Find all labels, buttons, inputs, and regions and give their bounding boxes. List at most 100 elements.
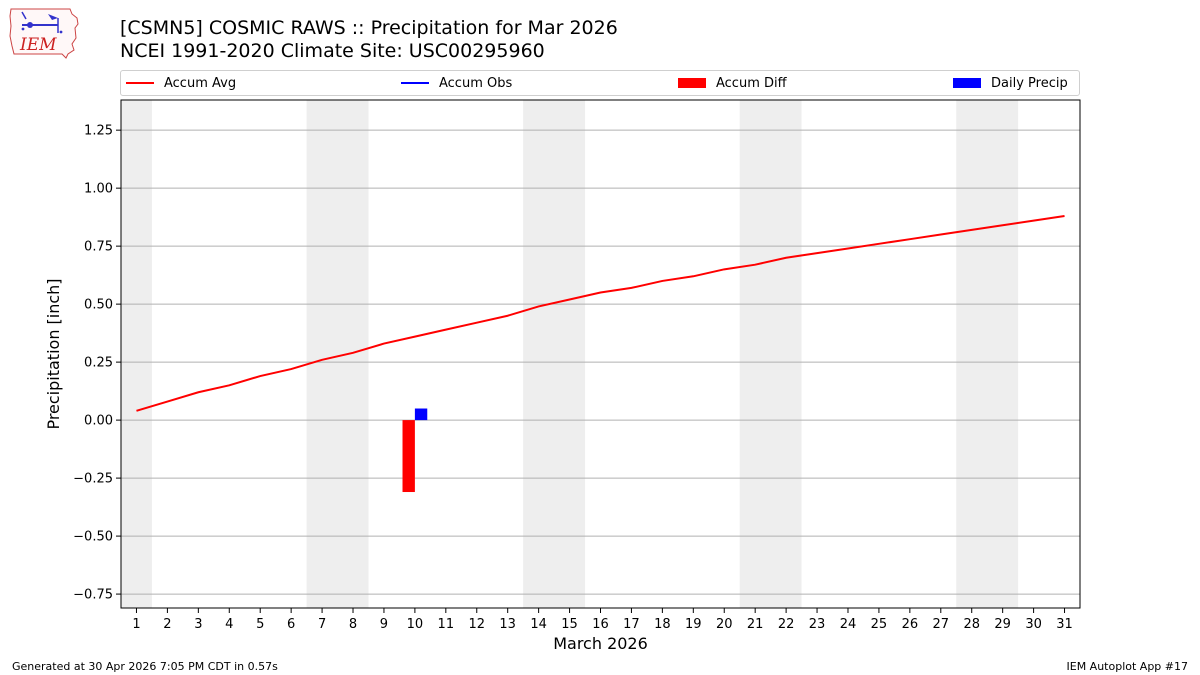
legend-swatch-accum-obs bbox=[401, 82, 429, 84]
accum-avg-point bbox=[228, 384, 230, 386]
iem-logo: IEM bbox=[9, 8, 79, 59]
accum-avg-point bbox=[197, 391, 199, 393]
line-series bbox=[135, 214, 1066, 412]
x-tick-label: 11 bbox=[438, 617, 455, 632]
y-tick-label: −0.75 bbox=[73, 588, 113, 603]
legend-item-accum-obs: Accum Obs bbox=[401, 71, 512, 95]
accum-avg-point bbox=[909, 238, 911, 240]
x-tick-label: 22 bbox=[778, 617, 795, 632]
accum-avg-point bbox=[1002, 224, 1004, 226]
x-tick-label: 7 bbox=[318, 617, 326, 632]
plot-frame bbox=[120, 99, 1081, 609]
legend-label-accum-avg: Accum Avg bbox=[164, 75, 237, 91]
x-tick-label: 16 bbox=[592, 617, 609, 632]
y-tick-label: 0.25 bbox=[84, 356, 113, 371]
logo-text: IEM bbox=[19, 35, 57, 55]
legend-swatch-daily-precip bbox=[953, 78, 981, 88]
x-tick-label: 19 bbox=[685, 617, 702, 632]
legend-label-accum-diff: Accum Diff bbox=[716, 75, 787, 91]
x-tick-label: 26 bbox=[902, 617, 919, 632]
accum-avg-point bbox=[1033, 220, 1035, 222]
weekend-band-4 bbox=[739, 100, 802, 608]
accum-avg-point bbox=[785, 257, 787, 259]
accum-avg-point bbox=[816, 252, 818, 254]
generated-timestamp: Generated at 30 Apr 2026 7:05 PM CDT in … bbox=[12, 660, 278, 673]
x-tick-label: 24 bbox=[840, 617, 857, 632]
weekend-shading bbox=[121, 100, 1019, 608]
bar-series bbox=[402, 408, 428, 493]
accum-avg-point bbox=[692, 275, 694, 277]
accum-avg-point bbox=[1064, 215, 1066, 217]
x-tick-label: 21 bbox=[747, 617, 764, 632]
legend-item-accum-avg: Accum Avg bbox=[126, 71, 236, 95]
accum-avg-point bbox=[971, 229, 973, 231]
x-tick-label: 17 bbox=[623, 617, 640, 632]
y-axis-ticks: −0.75 −0.50 −0.25 0.00 0.25 0.50 0.75 1.00 1.25 bbox=[73, 124, 121, 603]
x-tick-label: 10 bbox=[407, 617, 424, 632]
y-tick-label: −0.25 bbox=[73, 472, 113, 487]
accum-avg-point bbox=[259, 375, 261, 377]
y-gridlines bbox=[121, 129, 1080, 595]
accum-avg-point bbox=[847, 247, 849, 249]
y-tick-label: −0.50 bbox=[73, 530, 113, 545]
chart-legend: Accum Avg Accum Obs Accum Diff Daily Pre… bbox=[120, 70, 1080, 96]
x-tick-label: 18 bbox=[654, 617, 671, 632]
x-axis-ticks: 1 2 3 4 5 6 7 8 9 10 11 12 13 14 15 16 17 18 19 20 21 22 23 24 2… bbox=[132, 608, 1073, 632]
x-tick-label: 20 bbox=[716, 617, 733, 632]
legend-item-accum-diff: Accum Diff bbox=[678, 71, 787, 95]
x-tick-label: 9 bbox=[380, 617, 388, 632]
accum-avg-point bbox=[166, 401, 168, 403]
accum-avg-point bbox=[940, 234, 942, 236]
accum-avg-point bbox=[507, 315, 509, 317]
accum-avg-point bbox=[321, 359, 323, 361]
accum-avg-point bbox=[723, 268, 725, 270]
y-tick-label: 1.00 bbox=[84, 182, 113, 197]
legend-swatch-accum-diff bbox=[678, 78, 706, 88]
x-tick-label: 4 bbox=[225, 617, 233, 632]
accum-avg-point bbox=[878, 243, 880, 245]
weather-instruments-icon bbox=[21, 11, 63, 34]
x-tick-label: 23 bbox=[809, 617, 826, 632]
x-tick-label: 1 bbox=[132, 617, 140, 632]
legend-label-daily-precip: Daily Precip bbox=[991, 75, 1068, 91]
y-axis-label: Precipitation [inch] bbox=[44, 278, 63, 429]
accum-avg-point bbox=[754, 264, 756, 266]
x-tick-label: 13 bbox=[499, 617, 516, 632]
x-tick-label: 2 bbox=[163, 617, 171, 632]
chart-title: [CSMN5] COSMIC RAWS :: Precipitation for… bbox=[120, 17, 618, 39]
accum-avg-point bbox=[445, 329, 447, 331]
x-tick-label: 5 bbox=[256, 617, 264, 632]
x-tick-label: 29 bbox=[994, 617, 1011, 632]
accum-avg-point bbox=[600, 292, 602, 294]
y-tick-label: 0.50 bbox=[84, 298, 113, 313]
legend-item-daily-precip: Daily Precip bbox=[953, 71, 1068, 95]
x-tick-label: 3 bbox=[194, 617, 202, 632]
accum-avg-point bbox=[661, 280, 663, 282]
accum-avg-point bbox=[414, 336, 416, 338]
x-tick-label: 27 bbox=[933, 617, 950, 632]
accum-avg-point bbox=[538, 305, 540, 307]
iowa-outline-icon bbox=[9, 8, 79, 59]
legend-label-accum-obs: Accum Obs bbox=[439, 75, 513, 91]
x-tick-label: 28 bbox=[963, 617, 980, 632]
weekend-band-2 bbox=[306, 100, 369, 608]
y-tick-label: 0.75 bbox=[84, 240, 113, 255]
accum-avg-point bbox=[630, 287, 632, 289]
accum-avg-point bbox=[290, 368, 292, 370]
x-tick-label: 12 bbox=[468, 617, 485, 632]
accum-avg-line bbox=[136, 214, 1065, 412]
weekend-band-3 bbox=[523, 100, 586, 608]
x-axis-label: March 2026 bbox=[553, 634, 648, 653]
y-tick-label: 1.25 bbox=[84, 124, 113, 139]
x-tick-label: 15 bbox=[561, 617, 578, 632]
x-tick-label: 31 bbox=[1056, 617, 1073, 632]
accum-avg-point bbox=[135, 410, 137, 412]
x-tick-label: 14 bbox=[530, 617, 547, 632]
x-tick-label: 30 bbox=[1025, 617, 1042, 632]
accum-avg-point bbox=[569, 298, 571, 300]
weekend-band-5 bbox=[956, 100, 1019, 608]
chart-subtitle: NCEI 1991-2020 Climate Site: USC00295960 bbox=[120, 40, 545, 62]
y-tick-label: 0.00 bbox=[84, 414, 113, 429]
legend-swatch-accum-avg bbox=[126, 82, 154, 84]
